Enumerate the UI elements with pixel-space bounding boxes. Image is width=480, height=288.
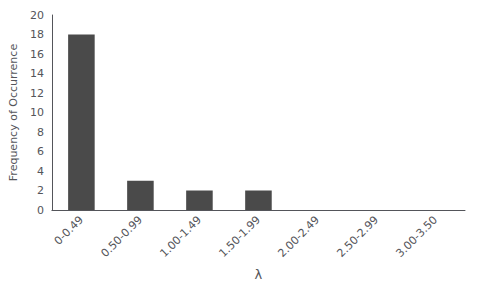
svg-text:0: 0 [37, 204, 44, 217]
svg-text:4: 4 [37, 165, 44, 178]
svg-text:2.50-2.99: 2.50-2.99 [334, 213, 381, 260]
svg-text:3.00-3.50: 3.00-3.50 [393, 213, 440, 260]
svg-text:12: 12 [30, 87, 44, 100]
svg-text:2: 2 [37, 184, 44, 197]
svg-text:8: 8 [37, 126, 44, 139]
svg-text:18: 18 [30, 28, 44, 41]
svg-text:14: 14 [30, 67, 44, 80]
svg-text:20: 20 [30, 9, 44, 22]
svg-text:λ: λ [255, 267, 263, 282]
svg-text:1.00-1.49: 1.00-1.49 [157, 213, 204, 260]
svg-text:1.50-1.99: 1.50-1.99 [216, 213, 263, 260]
svg-text:6: 6 [37, 145, 44, 158]
svg-text:10: 10 [30, 106, 44, 119]
svg-text:0-0.49: 0-0.49 [52, 213, 86, 247]
svg-text:16: 16 [30, 48, 44, 61]
svg-text:Frequency of Occurrence: Frequency of Occurrence [7, 44, 20, 182]
svg-text:2.00-2.49: 2.00-2.49 [275, 213, 322, 260]
svg-text:0.50-0.99: 0.50-0.99 [98, 213, 145, 260]
